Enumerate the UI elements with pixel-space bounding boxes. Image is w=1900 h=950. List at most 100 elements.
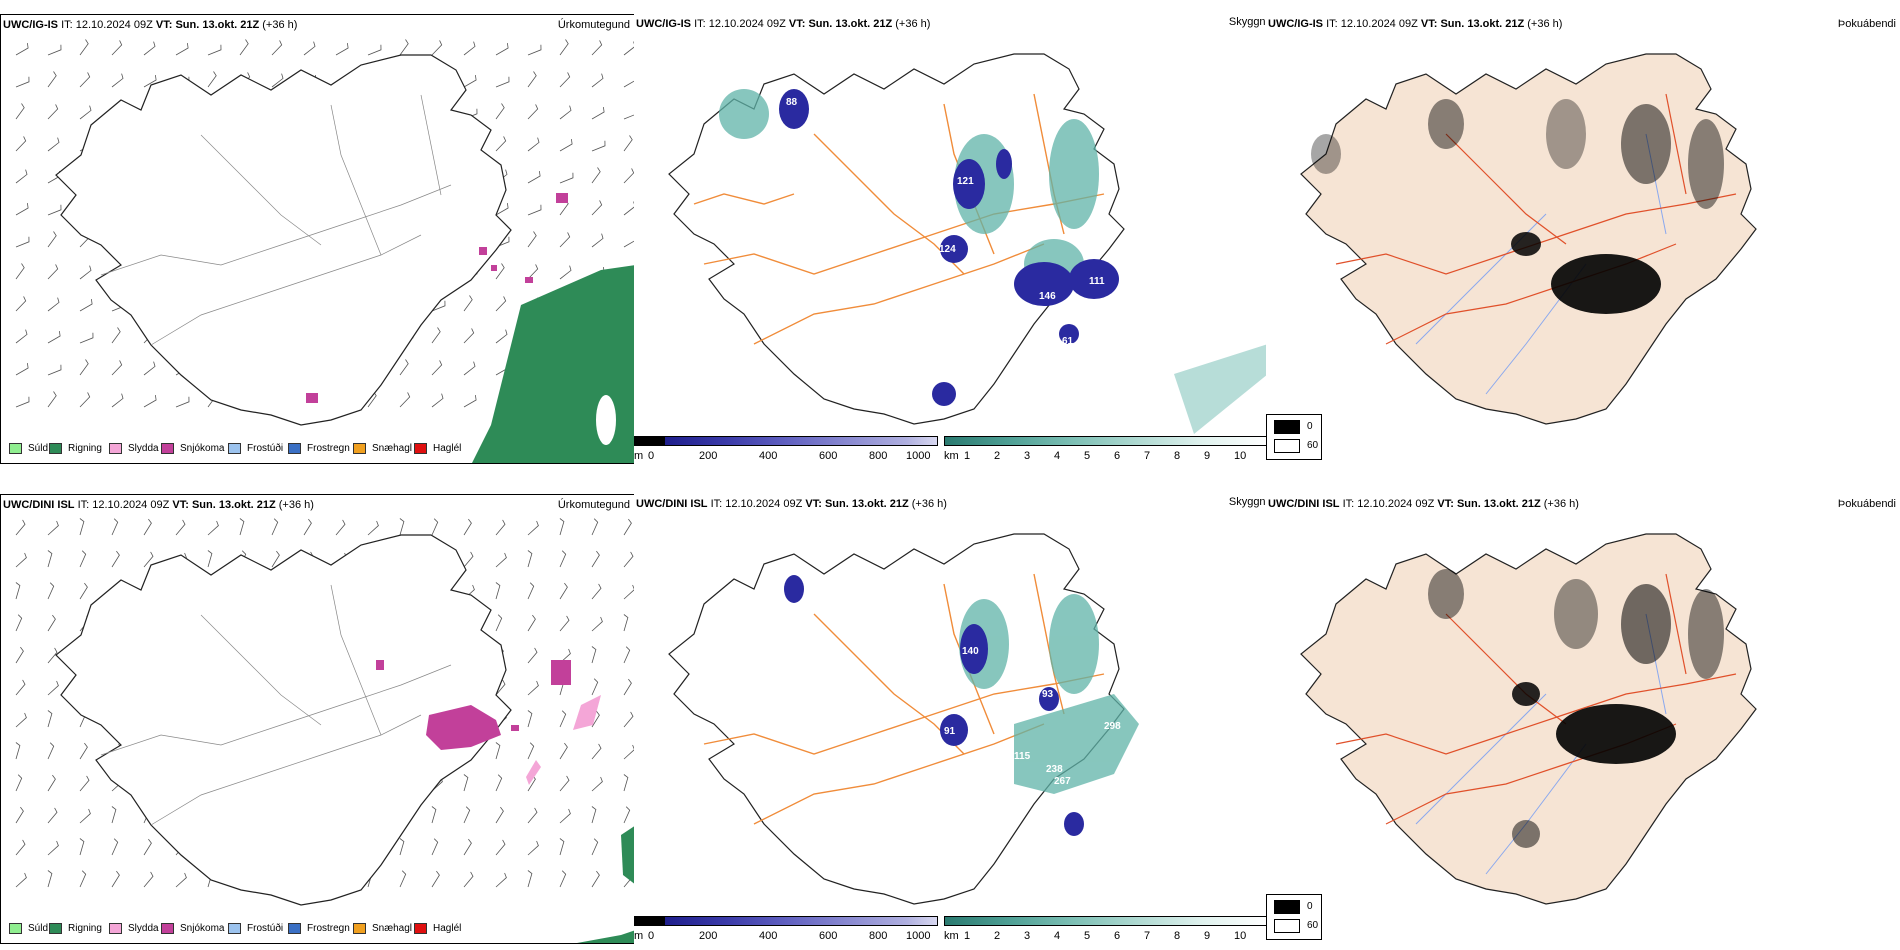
wind-barb: [47, 331, 61, 344]
wind-barb: [15, 43, 29, 56]
wind-barb: [111, 838, 119, 856]
wind-barb: [527, 104, 539, 120]
wind-barb: [559, 742, 568, 760]
wind-barb: [431, 838, 439, 856]
wind-barb: [623, 80, 634, 88]
wind-barb: [15, 582, 21, 600]
legend-item: Slydda: [109, 923, 159, 934]
wind-barb: [15, 136, 27, 152]
colorbar-ramp: [634, 436, 938, 446]
wind-barb: [527, 204, 542, 216]
wind-barb: [399, 39, 409, 56]
legend-item: Súld: [9, 923, 48, 934]
visibility-map-bottom: 91 115 238 267 298 140 93: [668, 533, 1139, 905]
wind-barb: [495, 43, 509, 56]
wind-barb: [591, 233, 604, 248]
wind-barb: [111, 806, 117, 824]
ceiling-label: 124: [939, 244, 956, 255]
wind-barb: [431, 327, 441, 344]
wind-barb: [47, 582, 55, 600]
wind-barb: [15, 263, 25, 280]
wind-barb: [143, 75, 157, 88]
wind-barb: [591, 678, 599, 696]
panel-header: UWC/IG-IS IT: 12.10.2024 09Z VT: Sun. 13…: [3, 19, 298, 31]
wind-barb: [111, 40, 123, 56]
legend-item: Snjókoma: [161, 443, 224, 454]
panel-title: Skyggni: [1228, 16, 1268, 28]
wind-barb: [495, 806, 504, 824]
wind-barb: [623, 806, 631, 824]
ceiling-value-labels: 88 121 124 146 126 111 61: [786, 97, 1105, 347]
wind-barb: [207, 71, 217, 88]
wind-barb: [79, 838, 85, 856]
legend-item: Súld: [9, 443, 48, 454]
wind-barb: [431, 806, 437, 824]
wind-barb: [47, 204, 62, 216]
wind-barb: [527, 807, 538, 824]
wind-barb: [79, 39, 89, 56]
wind-barb: [207, 44, 222, 56]
wind-barb: [463, 328, 475, 344]
wind-barb: [15, 103, 25, 120]
wind-barb: [303, 518, 312, 536]
wind-barb: [79, 870, 87, 888]
wind-barb: [143, 518, 152, 536]
wind-barb: [15, 519, 26, 536]
wind-barb: [79, 582, 88, 600]
wind-barb: [47, 647, 58, 664]
wind-barb: [47, 870, 53, 888]
wind-barb: [15, 329, 28, 344]
panel-header: UWC/IG-IS IT: 12.10.2024 09Z VT: Sun. 13…: [1268, 18, 1563, 30]
wind-barb: [527, 171, 541, 184]
fog-areas: [1311, 99, 1724, 314]
wind-barb: [239, 518, 245, 536]
wind-barb: [143, 361, 156, 376]
precip-type-panel-bottom: UWC/DINI ISL IT: 12.10.2024 09Z VT: Sun.…: [0, 494, 635, 944]
legend-item: Haglél: [414, 443, 461, 454]
precip-legend: Súld Rigning Slydda Snjókoma Frostúði Fr…: [1, 917, 634, 943]
wind-barb: [47, 104, 59, 120]
wind-barb: [559, 39, 569, 56]
wind-barb: [47, 614, 56, 632]
legend-item: Rigning: [49, 443, 102, 454]
sleet-areas: [526, 695, 601, 785]
wind-barb: [591, 710, 600, 728]
iceland-coastline: [55, 54, 512, 426]
wind-barb: [175, 396, 190, 408]
wind-barb: [463, 395, 477, 408]
panel-header: UWC/DINI ISL IT: 12.10.2024 09Z VT: Sun.…: [3, 499, 314, 511]
wind-barb: [79, 265, 92, 280]
wind-barb: [463, 551, 474, 568]
ceiling-label: 298: [1104, 721, 1121, 732]
legend-item: Frostregn: [288, 923, 350, 934]
wind-barb: [175, 43, 189, 56]
visibility-colorbar: km 1 2 3 4 5 6 7 8 9 10: [944, 914, 1268, 944]
panel-title: Þokuábendi: [1837, 498, 1896, 510]
panel-header: UWC/DINI ISL IT: 12.10.2024 09Z VT: Sun.…: [636, 498, 947, 510]
panel-title: Þokuábendi: [1837, 18, 1896, 30]
wind-barb: [495, 872, 507, 888]
colorbar-ramp: [634, 916, 938, 926]
wind-barb: [47, 364, 62, 376]
wind-barb: [15, 679, 26, 696]
iceland-landmass: [1300, 533, 1757, 905]
panel-header: UWC/IG-IS IT: 12.10.2024 09Z VT: Sun. 13…: [636, 18, 931, 30]
wind-barb: [591, 40, 603, 56]
wind-barb: [47, 71, 57, 88]
precip-type-map-bottom: [15, 518, 634, 943]
wind-barb: [463, 806, 471, 824]
ceiling-colorbar: m 0 200 400 600 800 1000: [634, 914, 938, 944]
wind-barb: [47, 520, 59, 536]
wind-barb: [79, 392, 91, 408]
wind-barb: [47, 710, 53, 728]
wind-barb: [623, 646, 631, 664]
wind-barb: [79, 299, 93, 312]
ceiling-colorbar: m 0 200 400 600 800 1000: [634, 434, 938, 464]
wind-barb: [47, 391, 57, 408]
ceiling-value-labels: 91 115 238 267 298 140 93: [944, 646, 1121, 787]
wind-barb: [111, 870, 120, 888]
wind-barb: [591, 550, 600, 568]
wind-barb: [623, 41, 634, 56]
fog-panel-bottom: UWC/DINI ISL IT: 12.10.2024 09Z VT: Sun.…: [1266, 494, 1900, 944]
wind-barb: [623, 135, 633, 152]
